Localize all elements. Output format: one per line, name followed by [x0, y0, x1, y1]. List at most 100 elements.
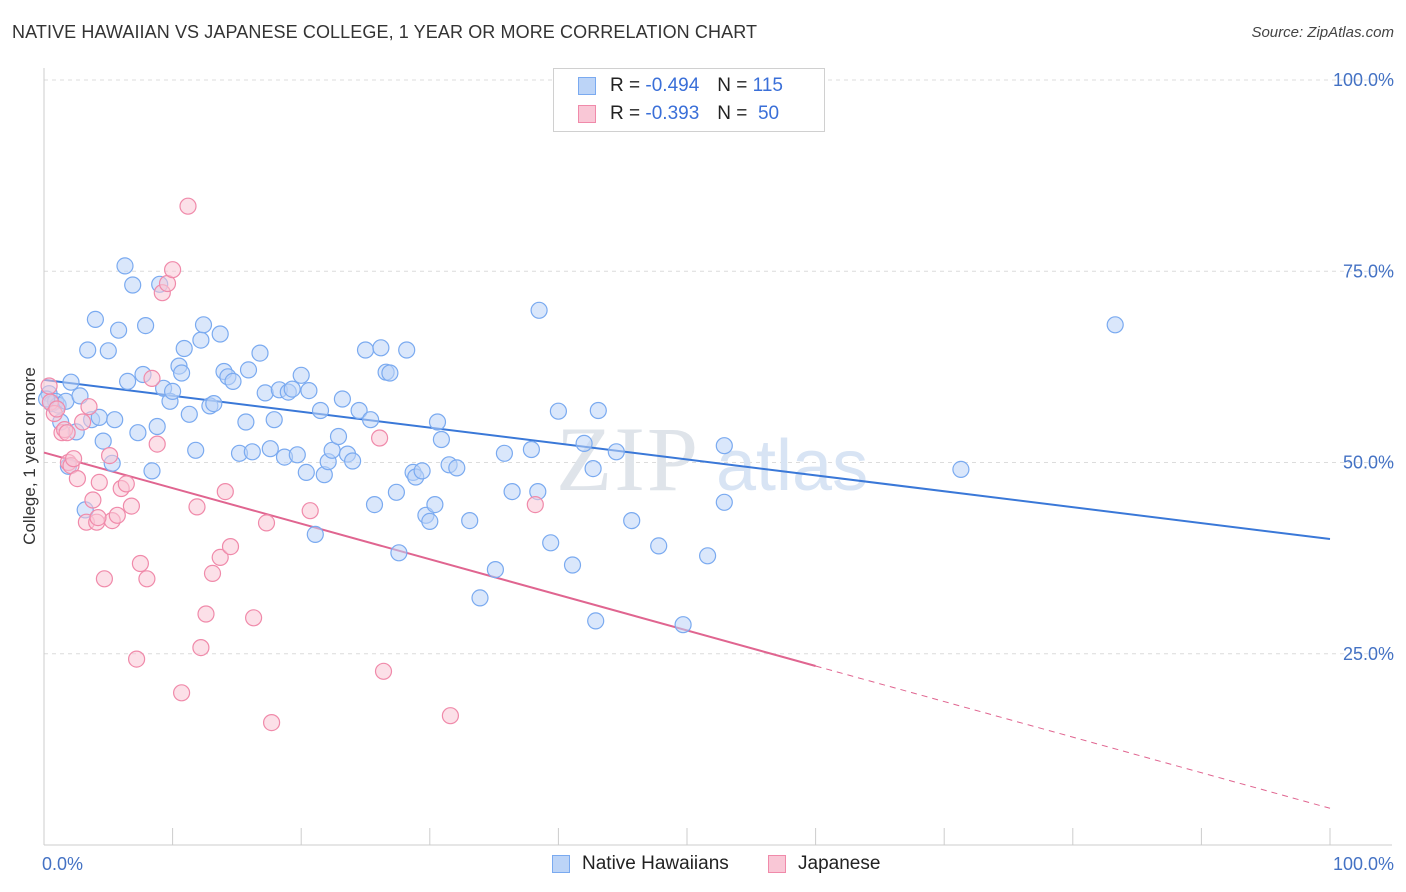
point-japanese	[143, 369, 161, 387]
point-native-hawaiian	[256, 384, 274, 402]
point-native-hawaiian	[461, 511, 479, 530]
point-native-hawaiian	[448, 459, 466, 477]
point-native-hawaiian	[265, 411, 283, 429]
point-japanese	[148, 435, 166, 453]
point-native-hawaiian	[952, 460, 970, 478]
point-native-hawaiian	[471, 589, 489, 607]
point-native-hawaiian	[589, 401, 607, 420]
point-native-hawaiian	[311, 401, 330, 420]
point-native-hawaiian	[143, 462, 161, 480]
y-tick-label: 50.0%	[1343, 453, 1394, 473]
point-native-hawaiian	[288, 446, 306, 464]
point-native-hawaiian	[283, 380, 301, 398]
point-japanese	[117, 475, 135, 493]
point-native-hawaiian	[575, 434, 593, 452]
point-native-hawaiian	[698, 547, 717, 565]
legend-r-value: -0.494	[645, 75, 700, 96]
point-native-hawaiian	[362, 411, 380, 429]
point-native-hawaiian	[86, 310, 105, 328]
x-tick-label: 100.0%	[1333, 854, 1394, 874]
point-native-hawaiian	[175, 339, 193, 358]
legend-r-value: -0.393	[645, 103, 700, 124]
point-native-hawaiian	[413, 462, 431, 480]
trend-japanese-dashed	[815, 665, 1331, 809]
point-japanese	[122, 497, 140, 515]
chart-title: NATIVE HAWAIIAN VS JAPANESE COLLEGE, 1 Y…	[12, 22, 758, 42]
point-native-hawaiian	[372, 339, 390, 357]
point-japanese	[95, 570, 114, 588]
point-native-hawaiian	[421, 512, 439, 531]
point-native-hawaiian	[344, 452, 362, 470]
point-native-hawaiian	[239, 361, 258, 379]
point-japanese	[245, 609, 263, 627]
point-native-hawaiian	[587, 612, 605, 630]
data-points	[37, 197, 1124, 732]
point-japanese	[138, 570, 156, 588]
point-native-hawaiian	[118, 372, 137, 390]
bottom-legend-swatch-blue	[552, 855, 570, 873]
point-native-hawaiian	[180, 405, 198, 423]
tick-labels: 25.0% 50.0% 75.0% 100.0% 0.0% 100.0%	[42, 70, 1394, 874]
legend-n-label: N =	[717, 103, 748, 124]
legend-row-japanese: R = -0.393 N = 50	[578, 101, 779, 127]
point-native-hawaiian	[224, 372, 242, 390]
point-japanese	[374, 662, 393, 680]
point-japanese	[164, 261, 182, 279]
bottom-legend-swatch-pink	[768, 855, 786, 873]
source-credit: Source: ZipAtlas.com	[1251, 24, 1394, 41]
point-native-hawaiian	[432, 430, 450, 449]
point-native-hawaiian	[381, 364, 399, 382]
gridlines	[44, 79, 1392, 655]
x-tick-label: 0.0%	[42, 854, 83, 874]
point-japanese	[188, 498, 206, 516]
point-japanese	[257, 514, 276, 532]
point-japanese	[216, 483, 234, 501]
point-native-hawaiian	[549, 402, 568, 420]
point-japanese	[441, 707, 459, 725]
legend-n-value: 50	[757, 103, 780, 124]
point-japanese	[131, 554, 149, 573]
legend-n-label: N =	[717, 75, 748, 96]
point-japanese	[263, 713, 281, 732]
point-japanese	[197, 605, 215, 623]
bottom-legend-native-hawaiians: Native Hawaiians	[552, 852, 729, 876]
point-japanese	[58, 424, 76, 442]
point-native-hawaiian	[148, 417, 166, 436]
point-native-hawaiian	[79, 341, 97, 359]
point-japanese	[73, 413, 92, 431]
point-native-hawaiian	[124, 276, 142, 294]
point-native-hawaiian	[109, 321, 128, 339]
point-native-hawaiian	[715, 493, 733, 511]
point-japanese	[100, 447, 119, 465]
point-japanese	[80, 398, 98, 416]
point-native-hawaiian	[329, 427, 348, 446]
legend-r-label: R =	[610, 103, 641, 124]
point-native-hawaiian	[99, 342, 117, 360]
point-native-hawaiian	[387, 483, 405, 501]
point-japanese	[179, 197, 197, 215]
point-native-hawaiian	[356, 341, 375, 359]
y-tick-label: 100.0%	[1333, 70, 1394, 90]
point-japanese	[90, 473, 108, 491]
point-native-hawaiian	[187, 441, 205, 459]
point-native-hawaiian	[62, 373, 80, 391]
point-japanese	[301, 502, 319, 520]
bottom-legend-japanese: Japanese	[768, 852, 880, 876]
legend-swatch-pink	[578, 105, 596, 123]
point-native-hawaiian	[192, 331, 210, 349]
point-japanese	[48, 400, 66, 418]
point-japanese	[192, 638, 210, 657]
point-native-hawaiian	[584, 460, 602, 478]
point-native-hawaiian	[306, 525, 324, 544]
point-native-hawaiian	[251, 344, 269, 362]
point-japanese	[89, 508, 107, 527]
point-native-hawaiian	[390, 544, 408, 562]
point-native-hawaiian	[623, 511, 641, 530]
point-japanese	[108, 506, 126, 524]
point-native-hawaiian	[365, 496, 384, 514]
point-native-hawaiian	[530, 301, 548, 319]
point-native-hawaiian	[674, 616, 692, 634]
point-native-hawaiian	[715, 437, 733, 455]
point-native-hawaiian	[1106, 316, 1124, 334]
